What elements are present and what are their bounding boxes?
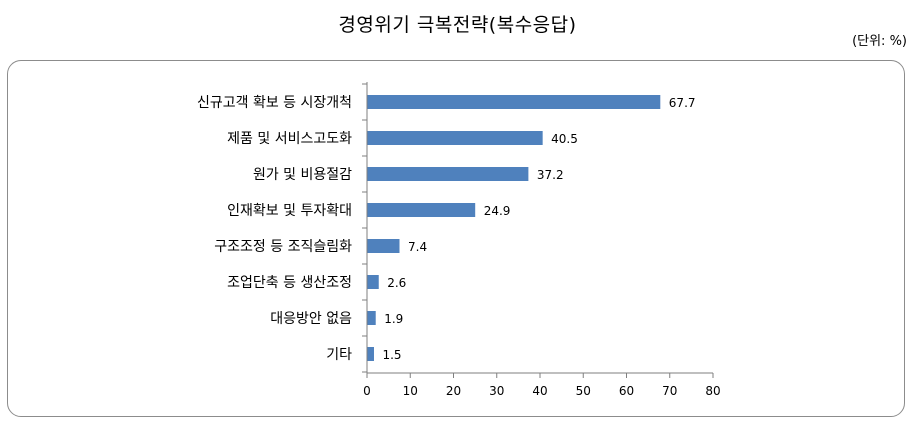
chart-frame (7, 60, 905, 417)
category-label: 구조조정 등 조직슬림화 (214, 239, 352, 255)
bar (367, 239, 400, 253)
value-label: 24.9 (484, 204, 511, 218)
value-label: 37.2 (537, 168, 564, 182)
chart-title: 경영위기 극복전략(복수응답) (338, 14, 577, 36)
x-tick-label: 20 (446, 384, 461, 398)
value-label: 1.5 (382, 348, 401, 362)
x-tick-label: 30 (489, 384, 504, 398)
category-label: 대응방안 없음 (270, 311, 352, 327)
x-tick-label: 50 (576, 384, 591, 398)
bar (367, 131, 543, 145)
bar (367, 167, 529, 181)
category-label: 제품 및 서비스고도화 (227, 131, 352, 147)
x-tick-label: 80 (705, 384, 720, 398)
value-label: 1.9 (384, 312, 403, 326)
category-label: 기타 (326, 347, 352, 363)
category-label: 조업단축 등 생산조정 (227, 275, 352, 291)
bars (367, 95, 661, 361)
x-tick-label: 0 (363, 384, 371, 398)
value-label: 2.6 (387, 276, 406, 290)
x-tick-label: 10 (403, 384, 418, 398)
x-tick-label: 40 (532, 384, 547, 398)
bar (367, 347, 374, 361)
category-label: 원가 및 비용절감 (253, 167, 352, 183)
bar (367, 203, 476, 217)
bar (367, 275, 379, 289)
bar (367, 95, 661, 109)
x-tick-label: 60 (619, 384, 634, 398)
category-label: 신규고객 확보 등 시장개척 (197, 95, 352, 111)
axes (362, 82, 714, 378)
x-tick-label: 70 (662, 384, 677, 398)
value-label: 67.7 (669, 96, 696, 110)
bar (367, 311, 376, 325)
unit-note: (단위: %) (852, 34, 907, 49)
labels: 0 10 20 30 40 50 60 70 80 신규고객 확보 등 시장개척 67.7 제품 및 … (197, 95, 721, 398)
value-label: 40.5 (551, 132, 578, 146)
category-label: 인재확보 및 투자확대 (227, 203, 352, 219)
value-label: 7.4 (408, 240, 427, 254)
